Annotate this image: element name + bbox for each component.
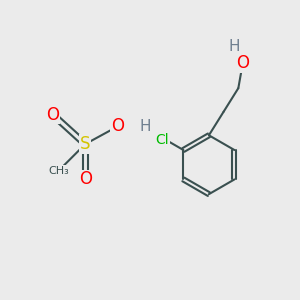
Text: O: O [111,117,124,135]
Text: O: O [46,106,59,124]
Text: O: O [79,170,92,188]
Text: S: S [80,135,91,153]
Text: O: O [236,54,249,72]
Text: CH₃: CH₃ [48,166,69,176]
Text: H: H [140,119,151,134]
Text: Cl: Cl [156,134,169,147]
Text: H: H [228,39,240,54]
